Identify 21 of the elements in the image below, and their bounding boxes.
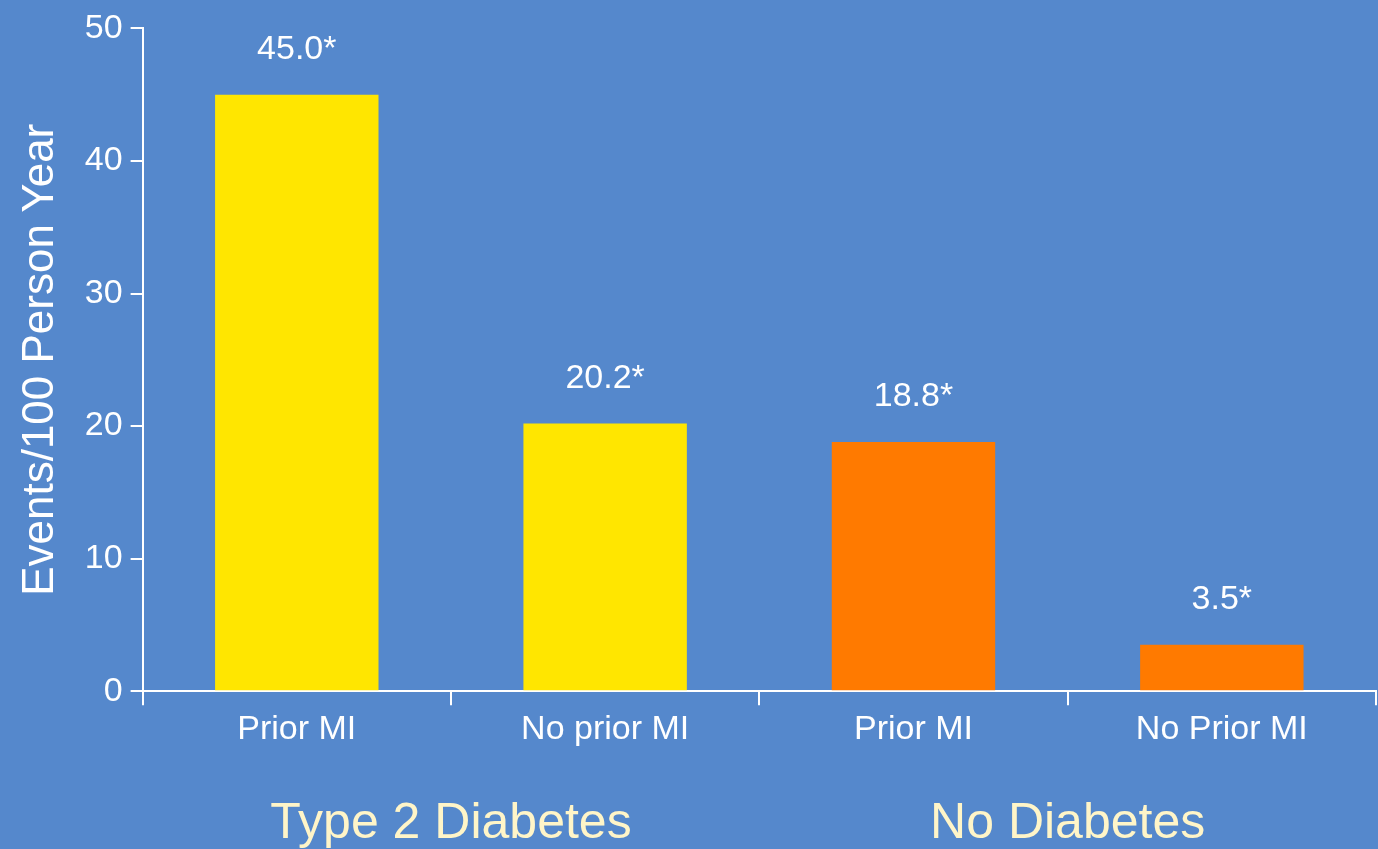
y-tick-label: 50 — [84, 6, 123, 45]
y-tick-label: 20 — [84, 404, 123, 443]
x-tick-label: Prior MI — [853, 707, 973, 746]
y-tick-label: 10 — [84, 537, 123, 576]
data-label: 45.0* — [257, 28, 337, 67]
y-tick-label: 40 — [84, 139, 123, 178]
x-tick-label: No Prior MI — [1135, 707, 1308, 746]
bar — [523, 423, 687, 691]
y-axis-title: Events/100 Person Year — [12, 123, 62, 596]
data-label: 18.8* — [873, 375, 954, 414]
text: Type 2 Diabetes — [270, 793, 632, 849]
bar — [831, 441, 996, 691]
data-label: 20.2* — [565, 356, 645, 395]
y-tick-label: 0 — [103, 669, 123, 708]
bar — [215, 94, 379, 691]
x-tick-label: No prior MI — [521, 707, 690, 746]
y-tick-label: 30 — [84, 271, 123, 310]
x-tick-label: Prior MI — [237, 707, 357, 746]
data-label: 3.5* — [1191, 578, 1253, 617]
bar — [1140, 644, 1304, 691]
text: No Diabetes — [930, 793, 1206, 849]
